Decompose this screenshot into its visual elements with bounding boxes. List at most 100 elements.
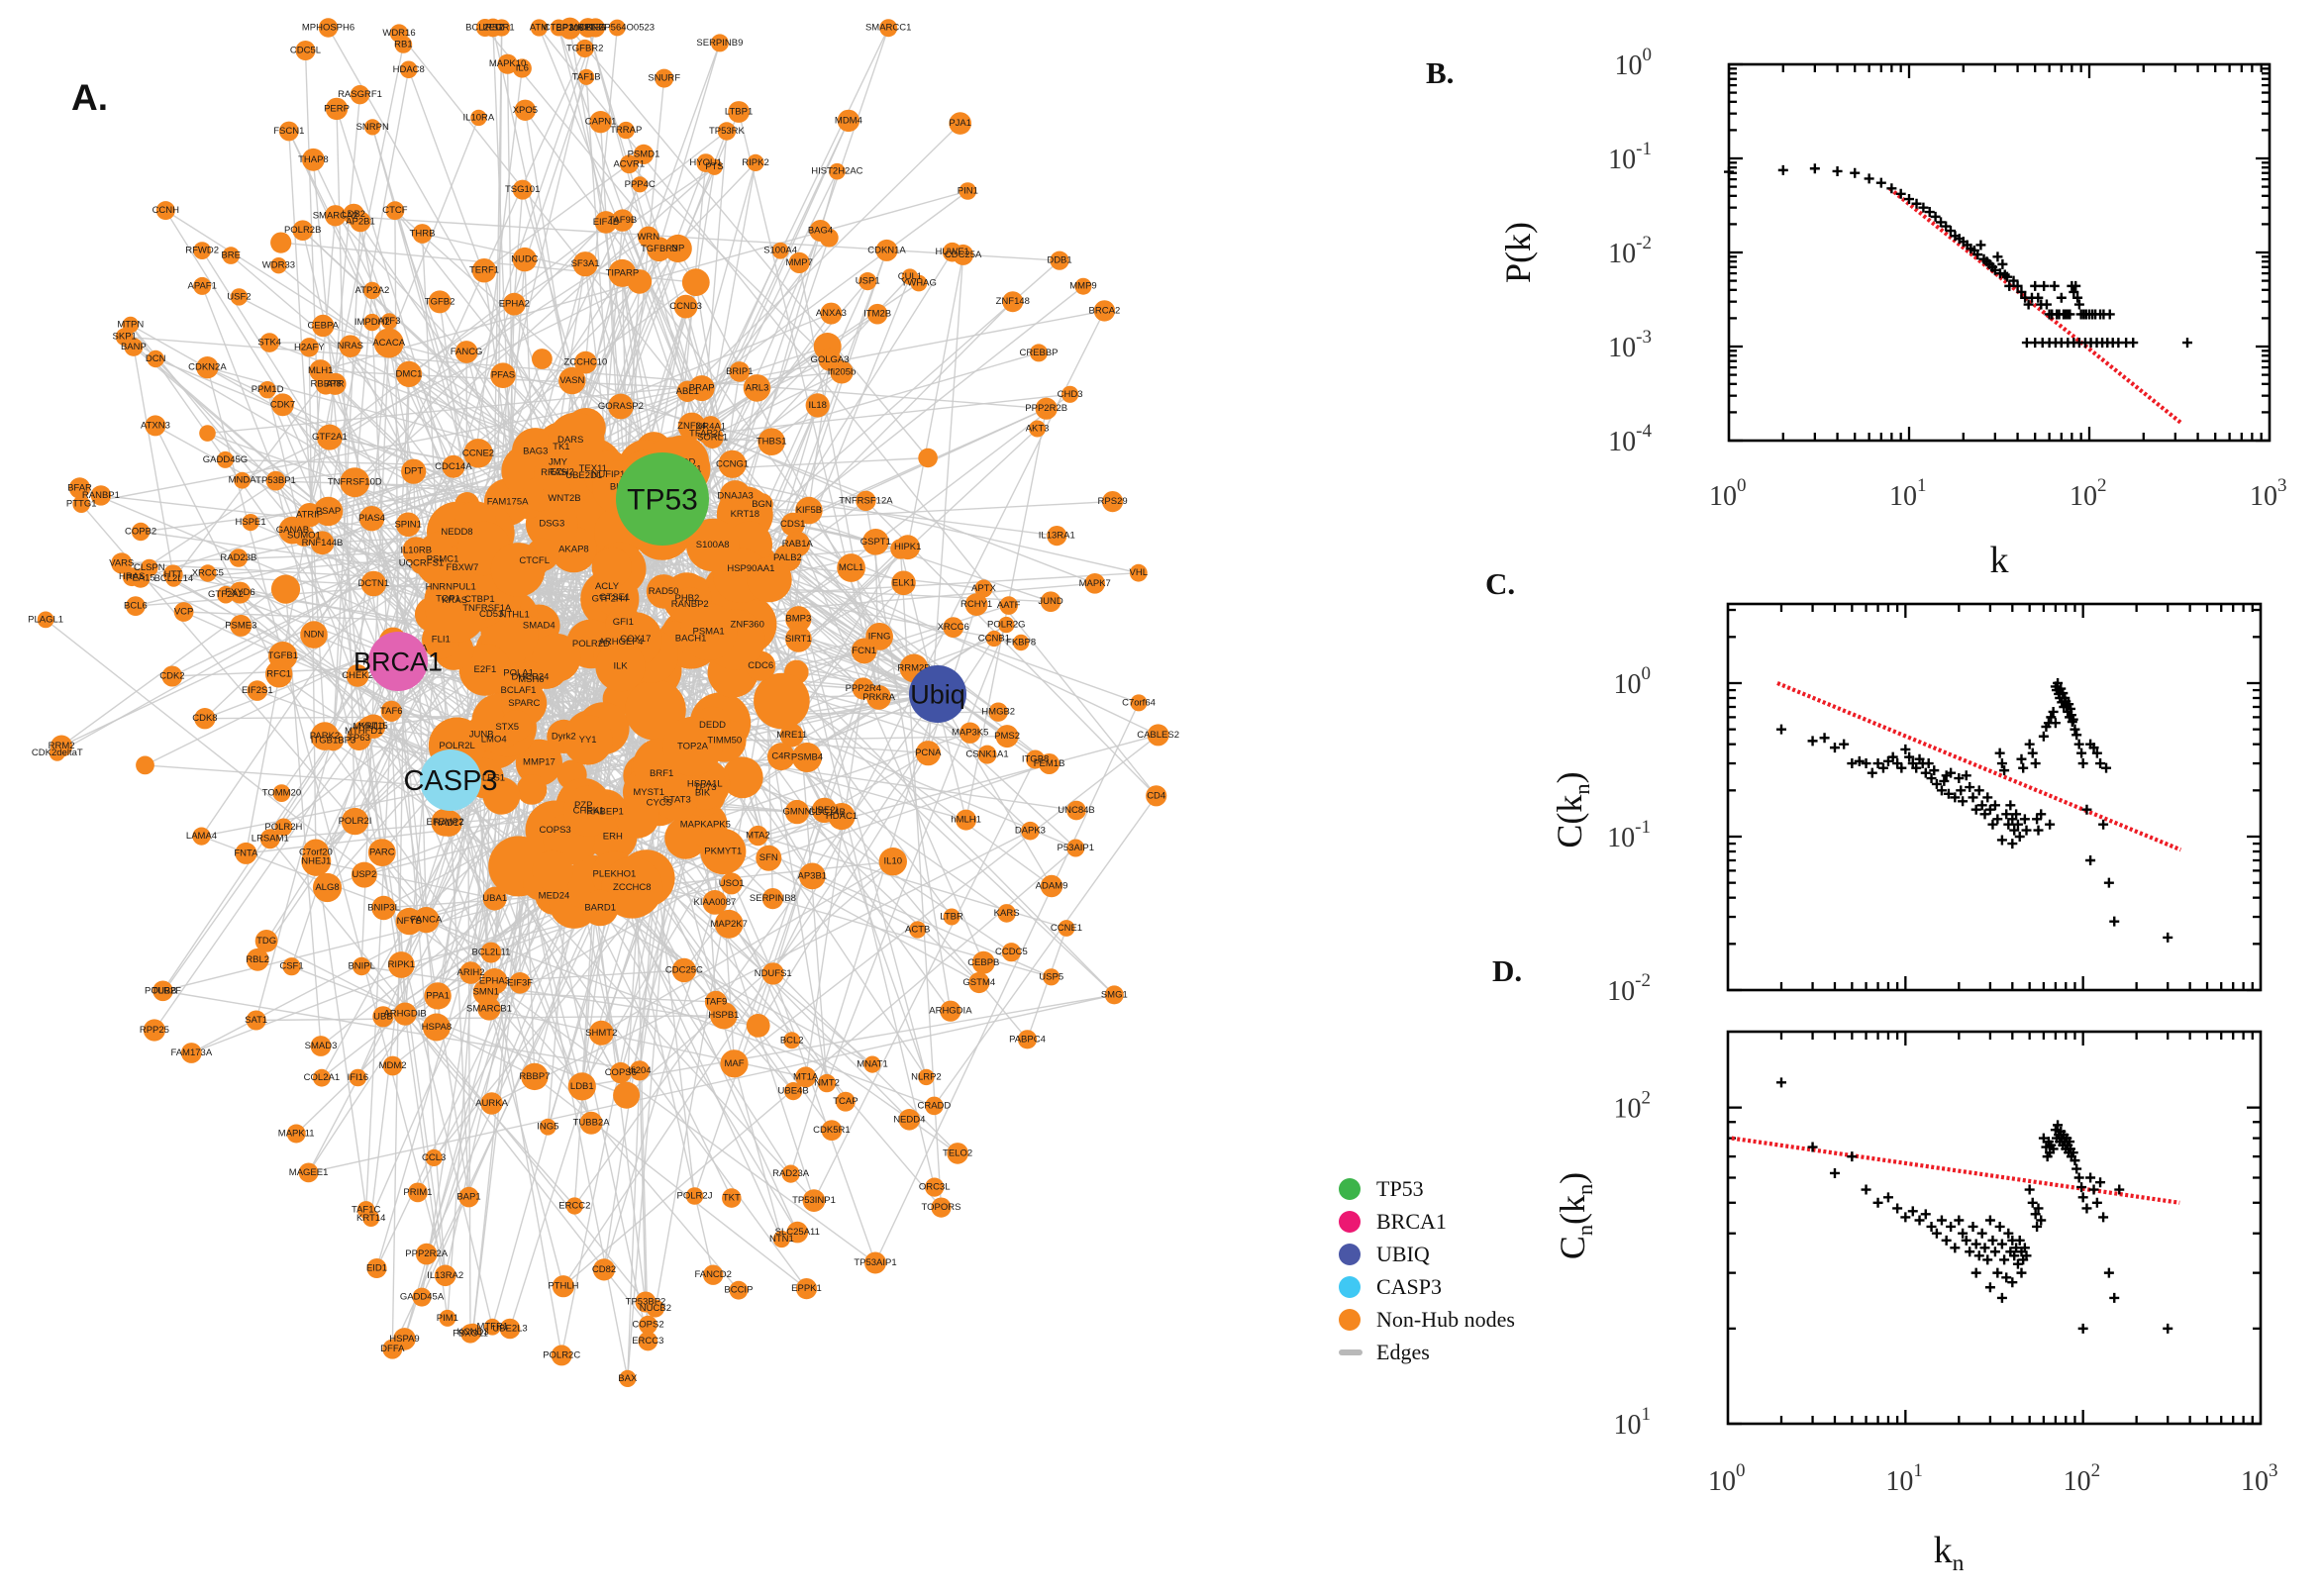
edge-line-icon [1339,1348,1363,1355]
non-hub-node [781,1164,800,1183]
non-hub-node [964,593,988,616]
gene-label: ANXA3 [816,308,847,319]
non-hub-node [943,617,964,638]
non-hub-node [696,153,716,173]
non-hub-node [395,907,423,936]
gene-label: MTHFD1 [345,726,383,737]
non-hub-node [608,393,634,420]
gene-label: TNFRSF12A [839,495,893,506]
gene-label: TP53BP1 [255,475,296,486]
gene-label: TOMM20 [262,788,301,799]
non-hub-node [898,1109,921,1131]
gene-label: CSF1 [279,961,303,972]
gene-label: WDR16 [382,28,415,39]
gene-label: PZP [574,800,592,811]
ubiq-dot-icon [1339,1243,1361,1265]
gene-label: CCDC5 [995,947,1028,957]
gene-label: UQCRFS1 [399,558,444,569]
gene-label: THRB [410,229,436,240]
gene-label: IL18 [808,400,827,411]
non-hub-node [199,564,217,582]
non-hub-node [802,1189,826,1212]
non-hub-node [313,496,344,527]
non-hub-node [758,428,785,456]
gene-label: POLA1 [503,668,534,679]
gene-label: DDB1 [1047,255,1071,266]
non-hub-node [851,638,877,664]
non-hub-node [292,220,314,241]
gene-label: ITGB8 [1022,754,1049,765]
gene-label: HIST2H2AC [811,166,862,177]
gene-label: TUBB [152,986,176,997]
non-hub-node [729,1280,749,1300]
gene-label: VHL [1130,567,1148,578]
gene-label: CDK7 [270,399,295,410]
gene-label: FANCD2 [694,1269,731,1280]
non-hub-node [1035,397,1058,420]
gene-label: STK4 [257,338,281,349]
gene-label: UBE2I [811,805,838,816]
gene-label: CD53 [479,609,503,620]
gene-label: FBXO11 [453,1328,488,1339]
non-hub-node [481,968,508,995]
gene-label: JUNB [469,729,494,740]
gene-label: YY1 [579,735,597,746]
gene-label: ARHGEF4 [599,637,644,648]
gene-label: PSMC1 [427,553,459,564]
gene-label: UBE2D1 [565,470,602,481]
gene-label: KCND3 [456,1327,488,1338]
gene-label: FEM1B [1034,758,1065,769]
gene-label: SPARC [508,698,540,709]
gene-label: APTX [971,583,996,594]
gene-label: ARIH2 [457,967,485,978]
non-hub-node [1104,985,1124,1005]
gene-label: KIF5B [796,505,822,516]
non-hub-node [300,621,328,648]
gene-label: C4R [771,751,790,762]
fit-line [1776,681,2182,852]
gene-label: BAG3 [523,446,548,456]
gene-label: COX17 [620,634,651,645]
gene-label: BCCIP [724,1285,753,1296]
non-hub-node [274,818,293,837]
tick-label: 10-2 [1607,970,1651,1007]
non-hub-node [837,109,860,133]
gene-label: MRPL36 [569,23,606,34]
non-hub-node [767,743,795,771]
gene-label: STX5 [495,722,519,733]
non-hub-node [341,807,369,836]
gene-label: MLH1 [308,365,333,376]
gene-label: IRS2 [482,23,503,34]
hub-node-casp3 [420,749,481,811]
gene-label: CDC14B [808,807,846,818]
gene-label: RABEP1 [586,806,624,817]
non-hub-node [362,1210,380,1227]
gene-label: AATF [997,600,1021,611]
gene-label: ACLY [595,581,620,592]
scatter-points [1775,1077,2173,1334]
gene-label: MMP7 [785,257,812,268]
gene-label: CRADD [918,1100,952,1111]
gene-label: DNAJA3 [717,491,753,502]
gene-label: ENG [585,23,606,34]
non-hub-node [779,723,804,748]
gene-label: ITGB1BP3 [311,735,355,746]
gene-label: BCL2L11 [471,948,510,958]
gene-label: BRCA2 [1089,305,1121,316]
gene-label: CDK8 [192,713,217,724]
non-hub-node [681,268,710,297]
gene-label: PFAS [491,370,515,381]
gene-label: CDK5R1 [813,1125,851,1136]
non-hub-node [785,606,812,633]
non-hub-node [482,886,507,911]
gene-label: PPP2R2B [1025,403,1067,414]
non-hub-node [720,872,743,895]
tick-label: 103 [2241,1460,2278,1497]
gene-label: SUMO1 [287,531,321,542]
gene-label: TDG [256,936,276,947]
gene-label: BFAR [67,483,92,494]
non-hub-node [254,930,278,952]
gene-label: LRSAM1 [252,834,289,845]
gene-label: ATR [326,378,344,389]
